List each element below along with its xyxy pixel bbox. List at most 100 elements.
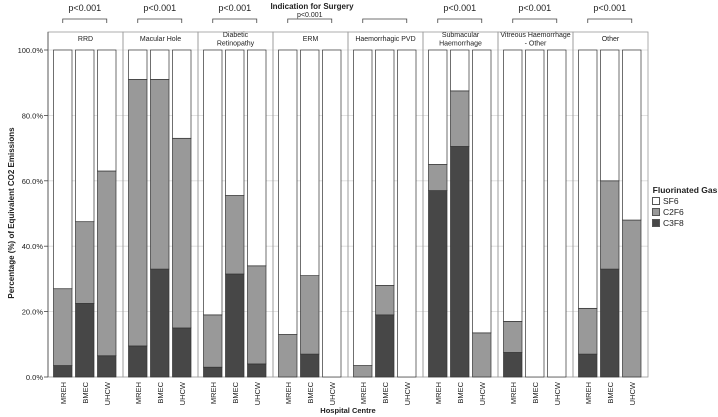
bar-segment-c2f6 (203, 314, 223, 368)
x-category-label: BMEC (456, 381, 465, 403)
bar-segment-c3f8 (203, 366, 223, 378)
panel-diabetic-retinopathy: Diabetic Retinopathy p<0.001 MREH BMEC UHCW (197, 3, 274, 405)
bar-segment-sf6 (300, 49, 320, 276)
y-tick-label: 100.0% (18, 46, 44, 55)
x-category-label: MREH (359, 382, 368, 404)
bar-segment-c2f6 (600, 180, 620, 270)
bar-segment-sf6 (600, 49, 620, 182)
bar-segment-sf6 (503, 49, 523, 322)
significance-bracket (137, 18, 183, 23)
x-category-label: MREH (59, 382, 68, 404)
x-category-label: UHCW (478, 381, 487, 405)
p-value-label: p<0.001 (218, 3, 251, 13)
panel-label: Vitreous Haemorrhage (500, 32, 570, 39)
x-category-label: UHCW (103, 381, 112, 405)
x-category-label: BMEC (531, 381, 540, 403)
panel-label: RRD (78, 36, 93, 43)
legend-item-sf6: SF6 (652, 196, 718, 206)
bar-segment-sf6 (472, 49, 492, 334)
p-value-label: p<0.001 (297, 12, 323, 19)
legend-label-sf6: SF6 (663, 196, 679, 206)
legend-swatch-c3f8 (652, 219, 660, 227)
bar-segment-sf6 (578, 49, 598, 309)
significance-bracket (512, 18, 558, 23)
x-category-label: UHCW (253, 381, 262, 405)
legend-label-c2f6: C2F6 (663, 207, 684, 217)
bar-segment-c3f8 (375, 314, 395, 378)
bar-segment-sf6 (225, 49, 245, 196)
panel-label: Retinopathy (217, 41, 255, 48)
bar-segment-sf6 (128, 49, 148, 80)
bar-segment-c3f8 (128, 345, 148, 378)
y-tick-label: 20.0% (22, 308, 44, 317)
panel-rrd: RRD p<0.001 MREH BMEC UHCW (47, 3, 124, 405)
p-value-label: p<0.001 (593, 3, 626, 13)
bar-segment-c2f6 (128, 79, 148, 347)
legend: Fluorinated Gas SF6 C2F6 C3F8 (652, 185, 718, 228)
x-category-label: MREH (584, 382, 593, 404)
bar-segment-sf6 (375, 49, 395, 286)
significance-bracket (212, 18, 258, 23)
p-value-label: p<0.001 (143, 3, 176, 13)
panel-label: ERM (303, 36, 319, 43)
bar-segment-c2f6 (150, 79, 170, 270)
y-axis-title: Percentage (%) of Equivalent CO2 Emissio… (7, 127, 16, 299)
bar-segment-sf6 (428, 49, 448, 165)
significance-bracket (587, 18, 633, 23)
panel-label: Haemorrhage (439, 41, 482, 48)
bar-segment-c3f8 (428, 190, 448, 378)
x-category-label: BMEC (81, 381, 90, 403)
bar-segment-c3f8 (225, 273, 245, 378)
x-axis-title: Hospital Centre (320, 406, 375, 415)
x-category-label: UHCW (553, 381, 562, 405)
panel-label: Macular Hole (140, 36, 181, 43)
bar-segment-c2f6 (375, 285, 395, 316)
bar-segment-c2f6 (300, 275, 320, 355)
x-category-label: UHCW (628, 381, 637, 405)
bar-segment-sf6 (322, 49, 342, 378)
bar-segment-c2f6 (278, 334, 298, 378)
bar-segment-sf6 (203, 49, 223, 316)
chart-title: Indication for Surgery (270, 2, 354, 11)
bar-segment-c2f6 (622, 219, 642, 378)
p-value-label: p<0.001 (518, 3, 551, 13)
bar-segment-c2f6 (450, 90, 470, 147)
y-tick-label: 0.0% (26, 373, 43, 382)
x-category-label: MREH (509, 382, 518, 404)
legend-item-c2f6: C2F6 (652, 207, 718, 217)
bar-segment-c3f8 (53, 365, 73, 378)
significance-bracket (362, 18, 408, 23)
bar-segment-c3f8 (600, 268, 620, 378)
y-tick-label: 80.0% (22, 111, 44, 120)
bar-segment-c3f8 (150, 268, 170, 378)
bar-segment-c2f6 (247, 265, 267, 365)
panel-label: Diabetic (223, 32, 249, 39)
legend-item-c3f8: C3F8 (652, 218, 718, 228)
bar-segment-c2f6 (428, 164, 448, 191)
panel-vitreous-haemorrhage-other: Vitreous Haemorrhage - Other p<0.001 MREH BM… (497, 3, 574, 405)
panels: RRD p<0.001 MREH BMEC UHCW Macular Hole p<0.00… (47, 3, 649, 405)
bar-segment-sf6 (397, 49, 417, 378)
bar-segment-sf6 (278, 49, 298, 335)
bar-segment-sf6 (547, 49, 567, 378)
bar-segment-c2f6 (353, 365, 373, 378)
bar-segment-sf6 (53, 49, 73, 290)
legend-label-c3f8: C3F8 (663, 218, 684, 228)
panel-other: Other p<0.001 MREH BMEC UHCW (572, 3, 649, 405)
bar-segment-sf6 (97, 49, 117, 172)
panel-haemorrhagic-pvd: Haemorrhagic PVD MREH BMEC UHCW (347, 18, 424, 405)
legend-title: Fluorinated Gas (652, 185, 718, 195)
x-category-label: BMEC (231, 381, 240, 403)
bar-segment-c2f6 (472, 332, 492, 378)
panel-label: - Other (525, 41, 547, 48)
legend-swatch-sf6 (652, 197, 660, 205)
bar-segment-sf6 (247, 49, 267, 267)
bar-segment-c2f6 (578, 307, 598, 355)
panel-label: Submacular (442, 32, 480, 39)
panel-macular-hole: Macular Hole p<0.001 MREH BMEC UHCW (122, 3, 199, 405)
panel-label: Haemorrhagic PVD (355, 36, 415, 43)
panel-submacular-haemorrhage: Submacular Haemorrhage p<0.001 MREH BMEC UHCW (422, 3, 499, 405)
bar-segment-sf6 (525, 49, 545, 378)
significance-bracket (62, 18, 108, 23)
